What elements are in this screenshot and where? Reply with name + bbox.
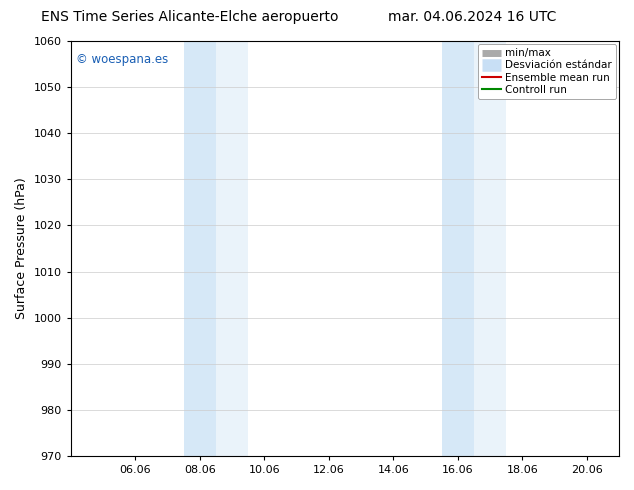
Bar — [474, 41, 506, 456]
Y-axis label: Surface Pressure (hPa): Surface Pressure (hPa) — [15, 178, 28, 319]
Bar — [442, 41, 474, 456]
Text: mar. 04.06.2024 16 UTC: mar. 04.06.2024 16 UTC — [388, 10, 557, 24]
Bar — [184, 41, 216, 456]
Text: ENS Time Series Alicante-Elche aeropuerto: ENS Time Series Alicante-Elche aeropuert… — [41, 10, 339, 24]
Text: © woespana.es: © woespana.es — [76, 53, 169, 67]
Bar — [216, 41, 248, 456]
Legend: min/max, Desviación estándar, Ensemble mean run, Controll run: min/max, Desviación estándar, Ensemble m… — [478, 44, 616, 99]
